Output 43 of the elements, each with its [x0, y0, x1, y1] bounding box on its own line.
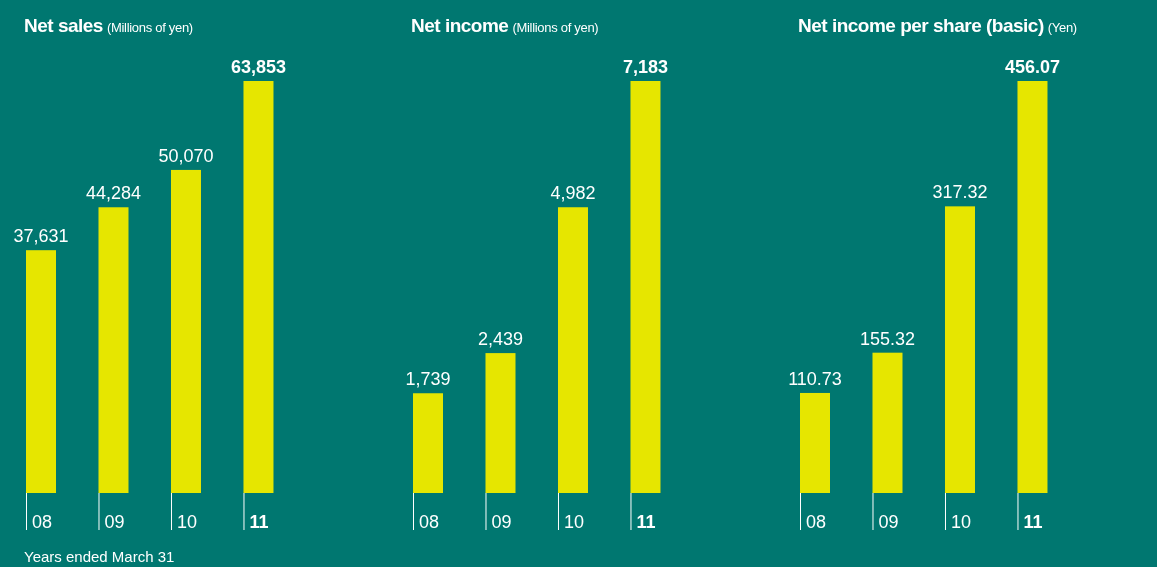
data-label: 456.07 [1004, 57, 1061, 77]
data-label: 44,284 [85, 183, 142, 204]
x-tick-label: 10 [950, 512, 972, 532]
x-tick-label: 10 [563, 512, 585, 532]
data-label: 63,853 [230, 57, 287, 77]
chart-title: Net sales [24, 15, 103, 36]
x-tick-label: 10 [176, 512, 198, 532]
x-tick-label: 08 [419, 512, 440, 532]
data-label: 155.32 [859, 328, 916, 349]
bar [630, 81, 661, 493]
x-tick-label: 09 [878, 512, 899, 532]
bar [98, 207, 129, 493]
bar [1017, 81, 1048, 493]
bar [800, 392, 830, 493]
bar [26, 250, 56, 493]
chart-title: Net income [411, 15, 509, 36]
data-label: 4,982 [550, 183, 596, 204]
bar [413, 393, 443, 493]
data-label: 2,439 [477, 329, 524, 350]
data-label: 7,183 [622, 57, 668, 77]
x-tick-label: 11 [1023, 512, 1043, 532]
bar [243, 81, 274, 493]
bar [485, 353, 516, 493]
chart-subtitle: (Millions of yen) [106, 20, 193, 35]
x-tick-label: 08 [32, 512, 53, 532]
bar [872, 352, 903, 493]
x-tick-label: 08 [806, 512, 827, 532]
x-tick-label: 09 [491, 512, 512, 532]
x-tick-label: 11 [249, 512, 269, 532]
data-label: 110.73 [788, 368, 842, 389]
chart-title: Net income per share (basic) [798, 15, 1044, 36]
data-label: 50,070 [158, 145, 214, 166]
chart-subtitle: (Yen) [1047, 20, 1077, 35]
data-label: 317.32 [932, 182, 988, 203]
data-label: 37,631 [13, 226, 69, 247]
data-label: 1,739 [405, 369, 451, 390]
chart-subtitle: (Millions of yen) [512, 20, 599, 35]
x-tick-label: 09 [104, 512, 125, 532]
x-tick-label: 11 [636, 512, 656, 532]
bar [944, 206, 975, 493]
bar [170, 169, 201, 493]
bar [557, 207, 588, 493]
text: Years ended March 31 [24, 548, 175, 565]
